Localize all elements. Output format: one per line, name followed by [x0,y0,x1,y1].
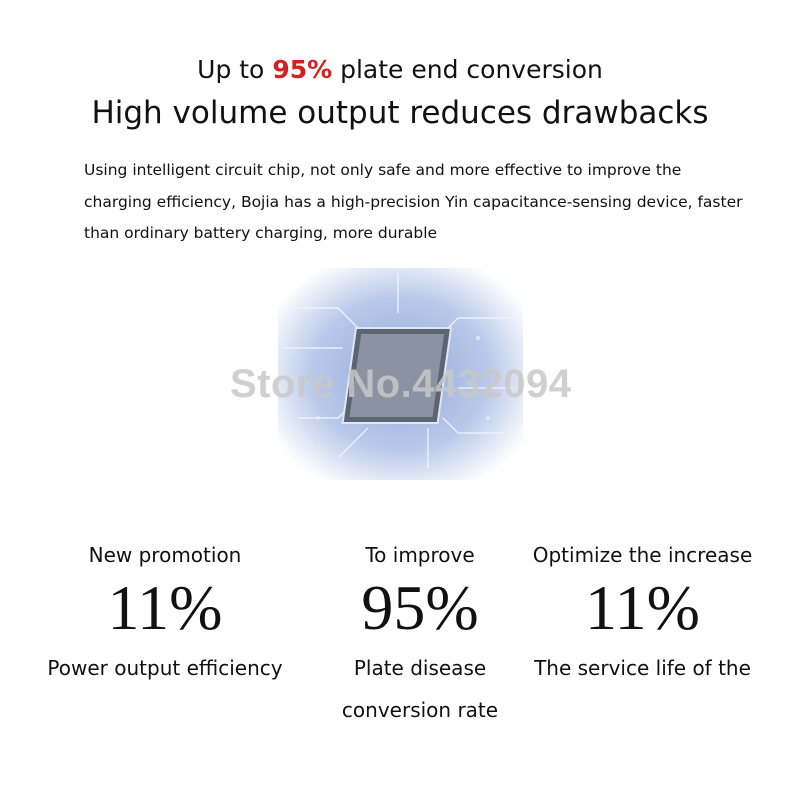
stat-power-output: New promotion 11% Power output efficienc… [30,543,300,689]
headline-output: High volume output reduces drawbacks [91,95,709,131]
stat-service-life: Optimize the increase 11% The service li… [515,543,770,689]
stat-label-bottom: Power output efficiency [47,656,283,680]
stat-value: 11% [585,572,700,643]
stat-label-top: New promotion [88,543,242,567]
stat-conversion-rate: To improve 95% Plate disease conversion … [325,543,515,731]
stat-label-top: To improve [365,543,475,567]
stat-value: 95% [361,572,479,643]
headline-suffix: plate end conversion [332,55,603,84]
headline-conversion: Up to 95% plate end conversion [0,55,800,84]
headline-prefix: Up to [197,55,273,84]
circuit-chip-image [278,268,523,480]
stat-label-top: Optimize the increase [532,543,753,567]
headline-highlight: 95% [272,55,333,84]
stat-value: 11% [107,572,223,643]
description: Using intelligent circuit chip, not only… [84,161,743,242]
stat-label-bottom: The service life of the [534,656,751,680]
stat-label-bottom: Plate disease conversion rate [341,656,499,722]
watermark: Store No.4432094 [230,362,572,406]
